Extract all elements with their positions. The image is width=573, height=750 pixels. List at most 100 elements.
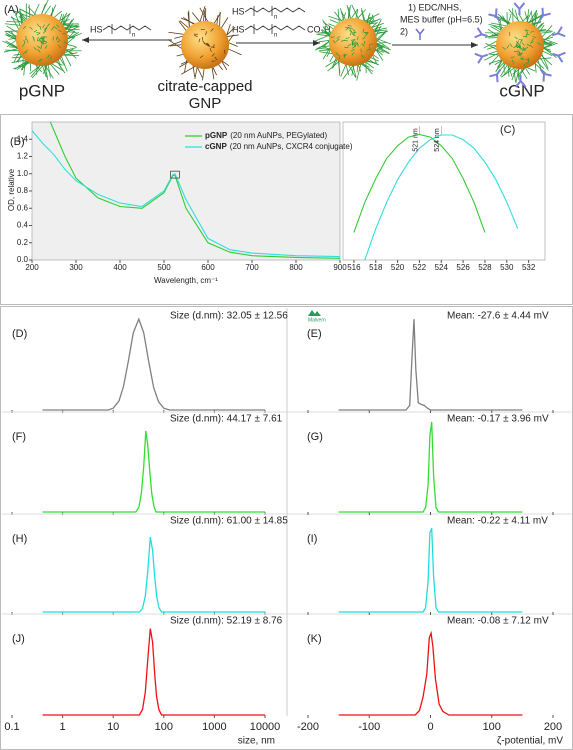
ligand — [205, 31, 208, 36]
ligand — [506, 45, 510, 49]
y-tick-label: 0.6 — [17, 203, 29, 212]
ligand — [511, 59, 515, 64]
ligand — [519, 52, 523, 57]
panel-label: (C) — [500, 124, 515, 136]
ligand — [347, 24, 352, 27]
antibody — [513, 2, 526, 16]
x-tick-label: 200 — [544, 721, 562, 733]
ligand — [502, 46, 506, 50]
ligand — [314, 33, 334, 42]
ligand — [32, 35, 35, 40]
y-tick-label: 0.0 — [17, 255, 29, 264]
ligand — [49, 55, 53, 60]
ligand — [212, 12, 222, 26]
ligand — [353, 31, 355, 36]
ligand — [533, 61, 546, 74]
antibody — [538, 7, 551, 22]
ligand — [4, 23, 24, 27]
ligand — [517, 43, 521, 48]
ligand — [167, 39, 185, 47]
x-tick-label: 10 — [107, 721, 119, 733]
antibody — [538, 7, 551, 22]
zoom-box — [170, 170, 180, 179]
ligand — [357, 42, 359, 47]
ligand — [522, 47, 525, 52]
logo-text: Malvern — [308, 317, 326, 323]
x-tick-label: -100 — [358, 721, 380, 733]
ligand — [63, 41, 68, 45]
plot-area — [342, 121, 546, 261]
ligand — [338, 55, 341, 60]
ligand — [22, 51, 26, 55]
bracket — [253, 6, 273, 16]
measurement-label: Mean: -0.17 ± 3.96 mV — [447, 414, 549, 425]
ligand — [521, 42, 525, 46]
ligand — [340, 8, 345, 23]
ligand — [525, 29, 528, 34]
ligand — [363, 40, 366, 45]
reagent: CO₂H — [307, 24, 331, 34]
ligand — [513, 45, 518, 49]
measurement-label: Size (d.nm): 32.05 ± 12.56 — [170, 311, 288, 322]
ligand — [541, 31, 556, 44]
ligand — [343, 54, 348, 57]
data-line — [338, 527, 523, 613]
ligand — [365, 32, 369, 37]
ligand — [168, 31, 187, 35]
x-axis-title: ζ-potential, mV — [497, 736, 563, 747]
ligand — [57, 29, 62, 33]
antibody — [552, 51, 566, 63]
antibody — [514, 74, 527, 88]
ligand — [531, 38, 534, 42]
pgnp-label: pGNP — [19, 81, 65, 100]
y-axis-title: OD, relative — [7, 168, 16, 211]
ligand — [540, 24, 553, 39]
ligand — [347, 43, 352, 47]
measurement-label: Mean: -0.08 ± 7.12 mV — [447, 616, 549, 627]
antibody — [489, 68, 502, 83]
ligand — [53, 26, 58, 30]
ligand — [538, 55, 549, 71]
ligand — [515, 66, 520, 84]
ligand — [36, 23, 40, 28]
ligand — [60, 54, 68, 72]
antibody — [514, 74, 527, 88]
x-tick-label: 526 — [456, 263, 470, 272]
ligand — [42, 24, 45, 29]
y-tick-label: 0.2 — [17, 238, 29, 247]
ligand — [350, 48, 355, 52]
antibody — [551, 26, 566, 38]
step: 2) — [400, 26, 408, 36]
ligand — [488, 23, 507, 29]
ligand — [517, 50, 521, 54]
ligand — [352, 38, 356, 43]
bracket — [253, 24, 273, 34]
ligand — [500, 62, 509, 77]
x-tick-label: 300 — [69, 263, 83, 272]
ligand — [374, 44, 390, 54]
ligand — [21, 43, 25, 48]
ligand — [361, 43, 365, 47]
ligand — [362, 36, 366, 40]
ligand — [56, 24, 60, 28]
ligand — [530, 30, 535, 33]
nanoparticle — [181, 21, 229, 69]
ligand — [349, 28, 352, 33]
ligand — [525, 61, 530, 65]
x-tick-label: 1 — [60, 721, 66, 733]
ligand — [43, 30, 47, 34]
ligand — [211, 60, 216, 62]
ligand — [529, 44, 534, 48]
measurement-label: Mean: -0.22 ± 4.11 mV — [447, 516, 548, 527]
ligand — [523, 63, 526, 68]
data-line — [32, 130, 340, 258]
antibody — [488, 8, 501, 22]
ligand — [356, 61, 362, 81]
ligand — [210, 28, 214, 32]
ligand — [37, 36, 39, 41]
chain — [102, 25, 152, 31]
panel-label: (A) — [4, 4, 19, 16]
ligand — [351, 52, 355, 56]
ligand — [56, 39, 61, 43]
ligand — [488, 53, 501, 66]
